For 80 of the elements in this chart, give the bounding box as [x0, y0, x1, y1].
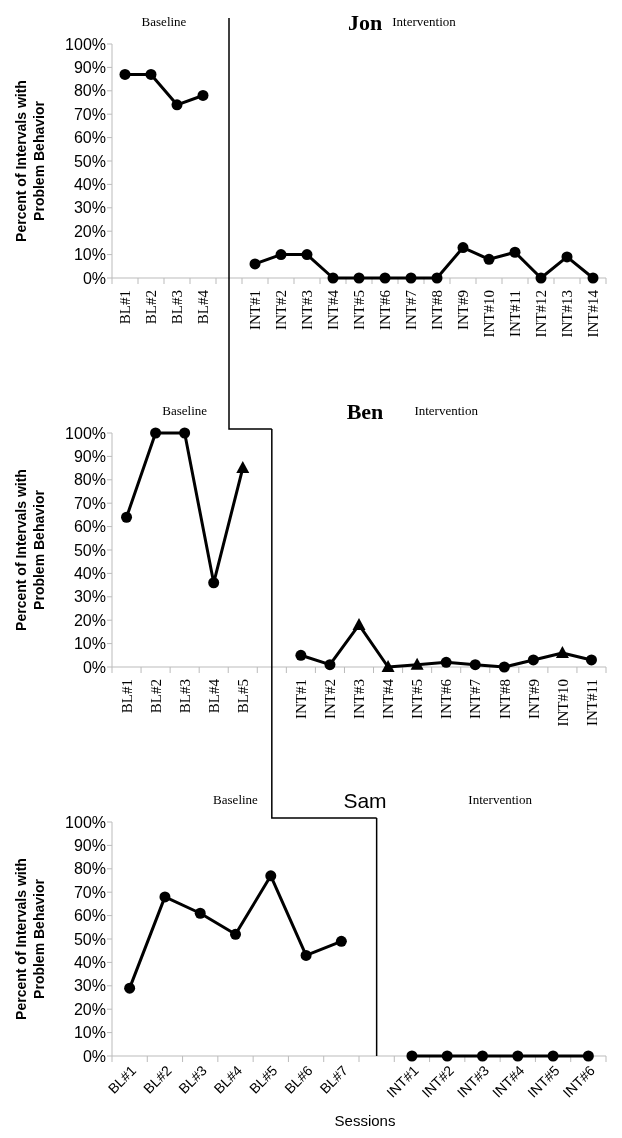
y-tick-label: 0%	[82, 658, 106, 676]
y-tick-label: 60%	[73, 518, 106, 536]
y-tick-label: 30%	[73, 977, 106, 995]
y-tick-label: 60%	[73, 129, 106, 147]
x-tick-label: INT#8	[496, 679, 513, 719]
y-tick-label: 20%	[73, 222, 106, 240]
x-tick-label: INT#1	[293, 679, 310, 719]
x-tick-label: BL#5	[235, 679, 252, 714]
y-tick-label: 40%	[73, 954, 106, 971]
x-tick-label: BL#2	[143, 290, 160, 325]
y-tick-label: 40%	[73, 565, 106, 582]
x-tick-label: BL#4	[205, 678, 222, 714]
y-tick-label: 30%	[73, 588, 106, 606]
y-tick-label: 100%	[65, 35, 106, 53]
y-tick-label: 50%	[73, 930, 106, 948]
x-tick-label: INT#9	[455, 290, 472, 330]
y-tick-label: 30%	[73, 199, 106, 217]
x-tick-label: INT#6	[377, 289, 394, 330]
x-tick-label: INT#12	[533, 290, 550, 338]
x-tick-label: BL#1	[117, 290, 134, 325]
y-axis-title: Percent of Intervals with Problem Behavior	[13, 469, 47, 631]
x-tick-label: INT#8	[429, 290, 446, 330]
y-tick-label: 90%	[73, 448, 106, 465]
text: Intervention	[392, 14, 457, 29]
x-tick-label: INT#14	[585, 289, 602, 338]
y-tick-label: 60%	[73, 907, 106, 925]
y-tick-label: 70%	[73, 883, 106, 901]
y-tick-label: 50%	[73, 152, 106, 170]
x-tick-label: INT#11	[583, 679, 600, 726]
x-tick-label: BL#3	[176, 679, 193, 714]
y-tick-label: 40%	[73, 176, 106, 193]
y-tick-label: 70%	[73, 494, 106, 512]
y-tick-label: 0%	[82, 1047, 106, 1065]
chart-title: Jon	[347, 10, 383, 35]
y-tick-label: 10%	[73, 1024, 106, 1042]
y-tick-label: 90%	[73, 59, 106, 76]
y-tick-label: 90%	[73, 837, 106, 854]
x-axis-title: Sessions	[334, 1112, 396, 1129]
x-tick-label: INT#2	[322, 679, 339, 719]
x-tick-label: INT#5	[409, 679, 426, 719]
x-tick-label: INT#13	[559, 290, 576, 338]
x-tick-label: INT#5	[351, 290, 368, 330]
x-tick-label: INT#1	[247, 290, 264, 330]
y-tick-label: 10%	[73, 246, 106, 264]
x-tick-label: INT#3	[351, 679, 368, 719]
x-tick-label: BL#1	[118, 679, 135, 714]
y-tick-label: 0%	[82, 269, 106, 287]
text: Baseline	[141, 14, 187, 29]
x-tick-label: BL#4	[195, 289, 212, 325]
y-tick-label: 20%	[73, 611, 106, 629]
y-tick-label: 50%	[73, 541, 106, 559]
chart-title: Ben	[346, 399, 384, 424]
y-tick-label: 100%	[65, 424, 106, 442]
y-tick-label: 80%	[73, 860, 106, 878]
x-tick-label: INT#10	[481, 290, 498, 338]
text: Intervention	[468, 792, 533, 807]
x-tick-label: BL#3	[169, 290, 186, 325]
x-tick-label: INT#3	[299, 290, 316, 330]
x-tick-label: INT#9	[525, 679, 542, 719]
y-tick-label: 100%	[65, 813, 106, 831]
x-tick-label: BL#2	[147, 679, 164, 714]
x-tick-label: INT#4	[325, 289, 342, 330]
x-tick-label: INT#4	[380, 678, 397, 719]
text: Baseline	[213, 792, 259, 807]
y-axis-title: Percent of Intervals with Problem Behavior	[13, 858, 47, 1020]
y-tick-label: 70%	[73, 105, 106, 123]
y-tick-label: 10%	[73, 635, 106, 653]
x-tick-label: INT#6	[438, 678, 455, 719]
x-tick-label: INT#10	[554, 679, 571, 727]
chart-title: Sam	[343, 789, 387, 812]
text: Baseline	[162, 403, 208, 418]
y-tick-label: 20%	[73, 1000, 106, 1018]
x-tick-label: INT#2	[273, 290, 290, 330]
text: Intervention	[414, 403, 479, 418]
y-axis-title: Percent of Intervals with Problem Behavior	[13, 80, 47, 242]
x-tick-label: INT#7	[467, 678, 484, 719]
x-tick-label: INT#11	[507, 290, 524, 337]
x-tick-label: INT#7	[403, 289, 420, 330]
y-tick-label: 80%	[73, 471, 106, 489]
y-tick-label: 80%	[73, 82, 106, 100]
